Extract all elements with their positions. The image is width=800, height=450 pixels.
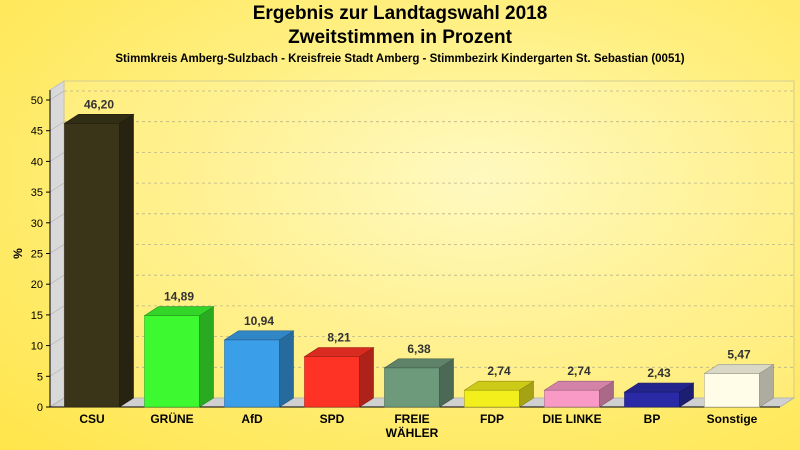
bar-top bbox=[63, 114, 135, 124]
x-tick-label: FDP bbox=[480, 412, 504, 426]
x-tick-label: AfD bbox=[241, 412, 263, 426]
x-tick-label: CSU bbox=[79, 412, 104, 426]
bar-afd bbox=[224, 339, 280, 408]
bar-gr-ne bbox=[144, 315, 200, 408]
gridline-side bbox=[49, 366, 65, 377]
bar-csu bbox=[64, 123, 120, 408]
bar-top bbox=[223, 330, 295, 341]
bar-side bbox=[359, 347, 374, 408]
gridline-side bbox=[49, 305, 65, 316]
bar-side bbox=[279, 330, 294, 408]
y-tick-label: 35 bbox=[31, 187, 43, 199]
data-label: 2,43 bbox=[647, 366, 671, 380]
y-tick-label: 30 bbox=[31, 218, 43, 230]
gridline-side bbox=[49, 244, 65, 254]
gridline-side bbox=[49, 121, 65, 132]
bar-top bbox=[143, 306, 215, 316]
y-tick-label: 5 bbox=[37, 371, 43, 383]
bar-side bbox=[199, 306, 214, 408]
x-tick-label: FREIE bbox=[394, 412, 429, 426]
y-tick-label: 15 bbox=[31, 310, 43, 322]
bar-top bbox=[383, 358, 455, 369]
chart-title-line2: Zweitstimmen in Prozent bbox=[288, 27, 512, 48]
gridline-side bbox=[49, 213, 65, 224]
x-tick-label: SPD bbox=[320, 412, 345, 426]
bar-die-linke bbox=[544, 389, 600, 408]
gridline-side bbox=[49, 182, 65, 193]
gridline-side bbox=[49, 274, 65, 285]
chart-left-wall bbox=[49, 80, 65, 408]
chart-subtitle: Stimmkreis Amberg-Sulzbach - Kreisfreie … bbox=[115, 53, 685, 65]
data-label: 6,38 bbox=[407, 342, 431, 356]
data-label: 10,94 bbox=[244, 314, 274, 328]
data-label: 2,74 bbox=[487, 364, 511, 378]
y-tick-label: 50 bbox=[31, 95, 43, 107]
y-tick-label: 40 bbox=[31, 156, 43, 168]
x-tick-label: GRÜNE bbox=[150, 411, 193, 426]
y-tick-label: 10 bbox=[31, 341, 43, 353]
data-label: 14,89 bbox=[164, 290, 194, 304]
bar-top bbox=[463, 380, 535, 391]
bar-bp bbox=[624, 391, 680, 408]
bar-sonstige bbox=[704, 373, 760, 408]
bar-top bbox=[703, 364, 775, 374]
data-label: 2,74 bbox=[567, 364, 591, 378]
data-label: 5,47 bbox=[727, 347, 751, 361]
data-label: 46,20 bbox=[84, 97, 114, 111]
x-tick-label: DIE LINKE bbox=[542, 412, 601, 426]
gridline-side bbox=[49, 90, 65, 101]
data-label: 8,21 bbox=[327, 331, 351, 345]
x-tick-label: WÄHLER bbox=[386, 425, 439, 440]
bar-fdp bbox=[464, 389, 520, 408]
y-axis-label: % bbox=[11, 248, 25, 259]
gridline-side bbox=[49, 152, 65, 162]
bar-top bbox=[623, 382, 695, 393]
chart-title: Ergebnis zur Landtagswahl 2018 bbox=[252, 3, 548, 24]
x-tick-label: BP bbox=[644, 412, 661, 426]
bar-spd bbox=[304, 356, 360, 408]
bar-freie-w-hler bbox=[384, 367, 440, 408]
gridline-side bbox=[49, 336, 65, 346]
y-tick-label: 45 bbox=[31, 126, 43, 138]
bar-side bbox=[119, 113, 134, 408]
bar-top bbox=[303, 347, 375, 357]
bar-top bbox=[543, 380, 615, 391]
y-tick-label: 25 bbox=[31, 249, 43, 261]
y-tick-label: 20 bbox=[31, 279, 43, 291]
x-tick-label: Sonstige bbox=[707, 412, 758, 426]
y-tick-label: 0 bbox=[37, 402, 43, 414]
